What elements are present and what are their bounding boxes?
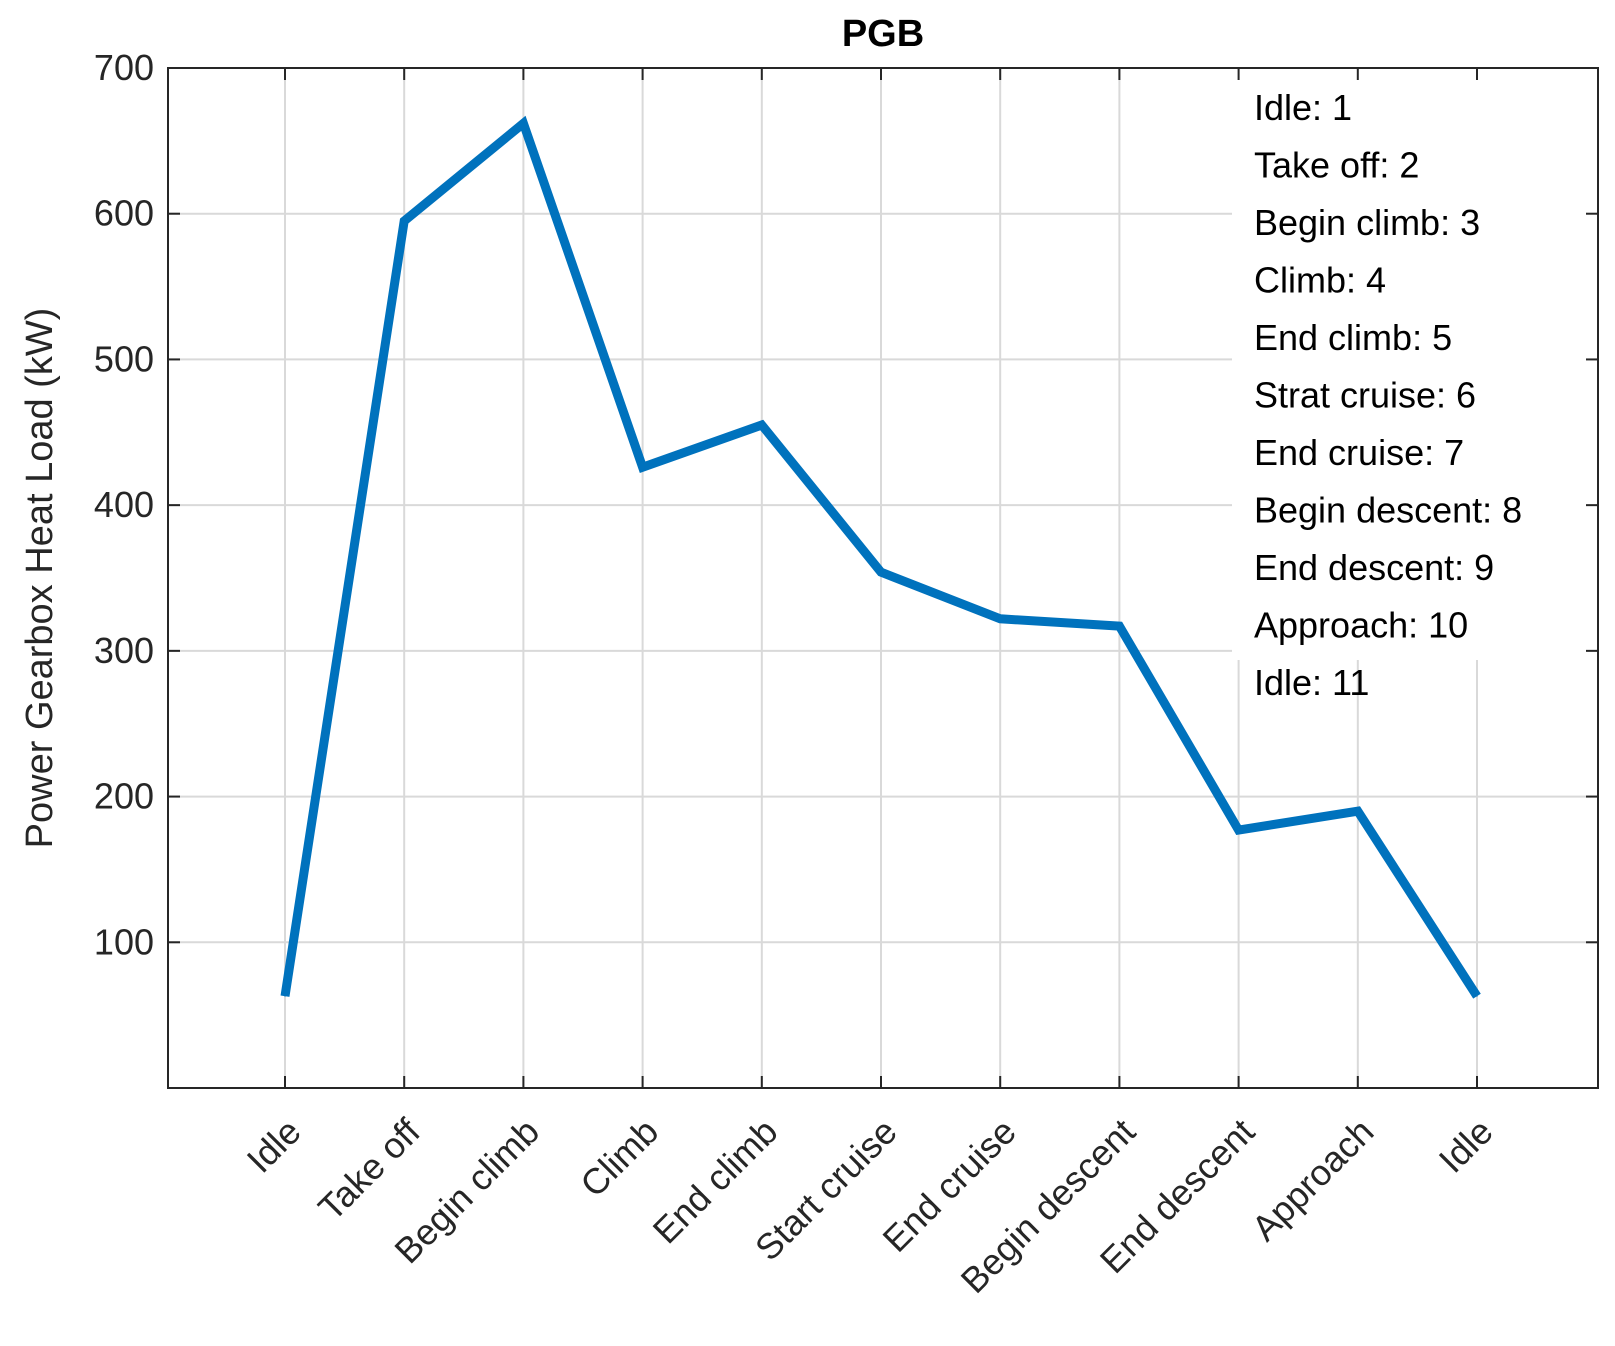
y-tick-label: 700	[94, 47, 154, 88]
series-layer	[280, 115, 1481, 999]
chart-title: PGB	[842, 13, 924, 55]
x-tick-label: Idle	[239, 1111, 309, 1181]
y-tick-label: 300	[94, 630, 154, 671]
data-point	[880, 571, 882, 573]
data-point	[1357, 810, 1359, 812]
data-point	[284, 995, 286, 997]
data-point	[1476, 995, 1478, 997]
x-tick-label: Take off	[310, 1110, 428, 1228]
y-tick-label: 400	[94, 484, 154, 525]
annotation-line: Begin climb: 3	[1254, 202, 1480, 243]
y-tick-label: 100	[94, 921, 154, 962]
x-tick-label: Approach	[1243, 1111, 1381, 1249]
data-point	[1118, 625, 1120, 627]
annotation-line: Begin descent: 8	[1254, 490, 1522, 531]
y-tick-label: 200	[94, 776, 154, 817]
annotation-line: End climb: 5	[1254, 317, 1452, 358]
annotation-line: End descent: 9	[1254, 547, 1494, 588]
data-point	[403, 220, 405, 222]
annotation-line: Take off: 2	[1254, 145, 1419, 186]
annotation-line: Approach: 10	[1254, 605, 1468, 646]
annotation-line: Strat cruise: 6	[1254, 375, 1476, 416]
x-tick-label: Climb	[572, 1111, 666, 1205]
x-tick-label: Idle	[1431, 1111, 1501, 1181]
data-point	[522, 122, 524, 124]
annotation-line: Climb: 4	[1254, 260, 1386, 301]
annotation-line: Idle: 11	[1254, 662, 1369, 703]
data-point	[761, 424, 763, 426]
annotation-line: Idle: 1	[1254, 87, 1352, 128]
data-point	[999, 618, 1001, 620]
y-tick-label: 600	[94, 193, 154, 234]
annotation-box: Idle: 1 Take off: 2 Begin climb: 3 Climb: 4…	[1254, 87, 1522, 703]
data-point	[1238, 829, 1240, 831]
annotation-line: End cruise: 7	[1254, 432, 1464, 473]
y-axis-label: Power Gearbox Heat Load (kW)	[19, 308, 61, 849]
y-tick-label: 500	[94, 338, 154, 379]
annotation-background	[1232, 70, 1596, 660]
plot-area-frame	[167, 67, 1599, 1089]
annotation-panel	[1232, 70, 1596, 660]
data-point	[642, 466, 644, 468]
axes	[167, 67, 1599, 1089]
